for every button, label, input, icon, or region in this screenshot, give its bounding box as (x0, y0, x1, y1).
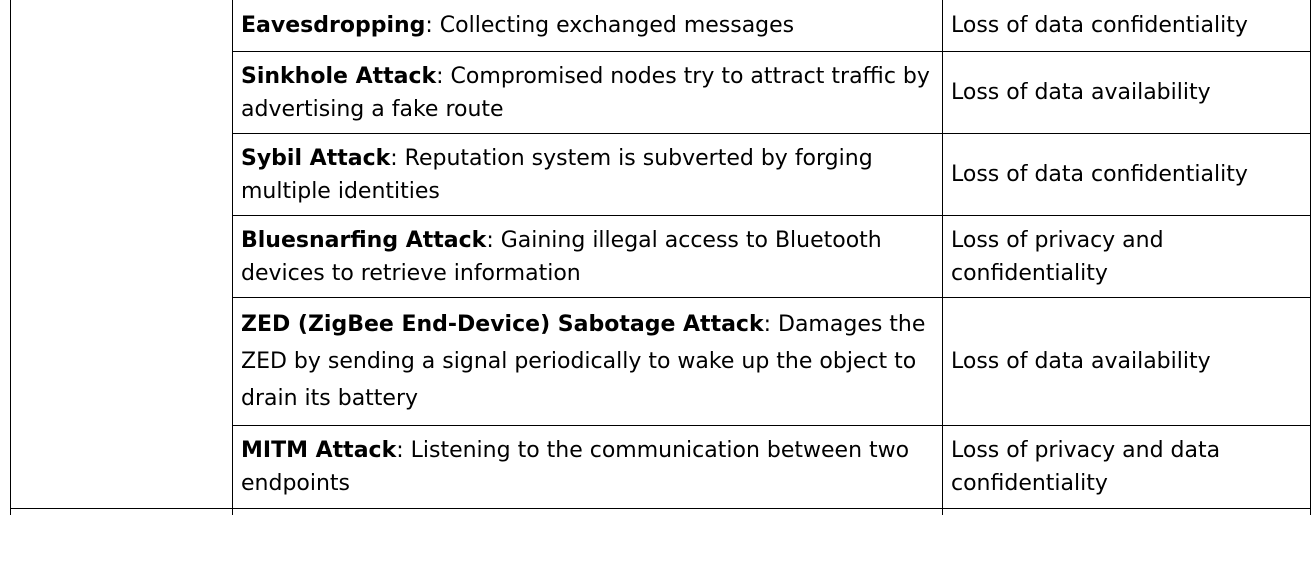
table-cell (10, 508, 233, 515)
impact-cell: Loss of data availability (942, 297, 1311, 426)
impact-cell: Loss of data availability (942, 51, 1311, 134)
attack-description-cell: Sinkhole Attack: Compromised nodes try t… (232, 51, 943, 134)
attack-description-cell: Sybil Attack: Reputation system is subve… (232, 133, 943, 216)
table-cell (942, 508, 1311, 515)
impact-cell: Loss of data confidentiality (942, 133, 1311, 216)
table-row: Bluesnarfing Attack: Gaining illegal acc… (11, 215, 1311, 298)
attack-description-cell: Bluesnarfing Attack: Gaining illegal acc… (232, 215, 943, 298)
attack-description: : Compromised nodes try to attract traff… (241, 63, 930, 122)
table-row: ZED (ZigBee End-Device) Sabotage Attack:… (11, 297, 1311, 426)
attack-description: : Reputation system is subverted by forg… (241, 145, 873, 204)
attack-description-cell: MITM Attack: Listening to the communicat… (232, 425, 943, 509)
attack-description: : Gaining illegal access to Bluetooth de… (241, 227, 882, 286)
attack-description: : Collecting exchanged messages (425, 12, 795, 38)
table-row: Eavesdropping: Collecting exchanged mess… (10, 0, 1311, 509)
attack-description: : Damages the ZED by sending a signal pe… (241, 312, 926, 411)
impact-cell: Loss of privacy and data confidentiality (942, 425, 1311, 509)
table-row (10, 508, 1311, 515)
table-row: MITM Attack: Listening to the communicat… (11, 425, 1311, 509)
attack-description: : Listening to the communication between… (241, 438, 910, 496)
table-row: Sinkhole Attack: Compromised nodes try t… (11, 51, 1311, 134)
attack-name: Eavesdropping (241, 12, 426, 38)
attack-name: MITM Attack (241, 438, 397, 463)
attack-name: Bluesnarfing Attack (241, 227, 487, 253)
attack-description-cell: ZED (ZigBee End-Device) Sabotage Attack:… (232, 297, 943, 426)
attack-name: Sybil Attack (241, 145, 391, 171)
table-cell (232, 508, 943, 515)
category-cell (10, 0, 233, 509)
attack-name: ZED (ZigBee End-Device) Sabotage Attack (241, 312, 764, 337)
table-row: Sybil Attack: Reputation system is subve… (11, 133, 1311, 216)
attack-name: Sinkhole Attack (241, 63, 437, 89)
attacks-table: Eavesdropping: Collecting exchanged mess… (10, 0, 1311, 515)
impact-cell: Loss of data confidentiality (942, 0, 1311, 52)
attack-description-cell: Eavesdropping: Collecting exchanged mess… (232, 0, 943, 52)
impact-cell: Loss of privacy and confidentiality (942, 215, 1311, 298)
